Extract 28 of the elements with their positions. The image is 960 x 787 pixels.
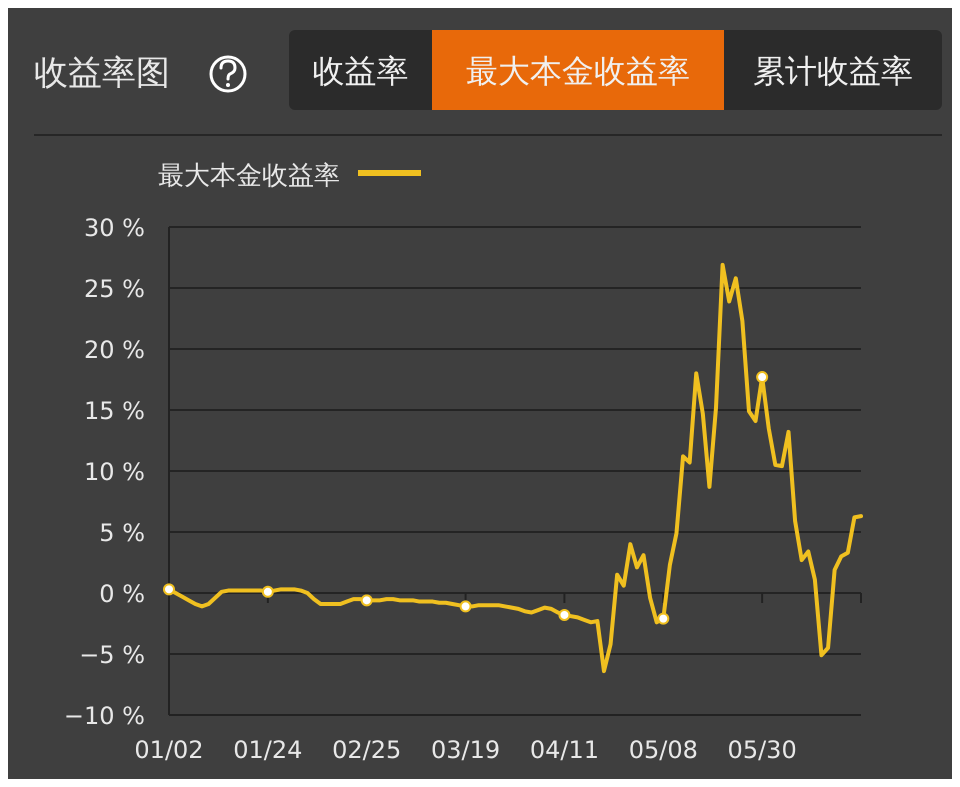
y-tick-label: 20 % bbox=[84, 336, 145, 364]
y-tick-label: 10 % bbox=[84, 458, 145, 486]
chart-title: 收益率图 bbox=[34, 53, 170, 93]
x-tick-label: 03/19 bbox=[430, 736, 500, 764]
y-tick-label: −10 % bbox=[64, 702, 145, 730]
x-tick-label: 01/24 bbox=[233, 736, 302, 764]
text: 收益率 bbox=[312, 52, 408, 90]
point bbox=[756, 371, 768, 384]
point bbox=[657, 612, 670, 625]
point bbox=[163, 583, 175, 596]
point bbox=[460, 600, 472, 612]
legend-label: 最大本金收益率 bbox=[158, 161, 340, 191]
x-tick-label: 05/08 bbox=[628, 736, 698, 764]
x-tick-label: 01/02 bbox=[134, 736, 204, 764]
y-tick-label: 30 % bbox=[84, 214, 145, 242]
x-tick-label: 02/25 bbox=[332, 736, 402, 764]
point bbox=[360, 594, 373, 606]
y-tick-label: 15 % bbox=[84, 397, 145, 425]
point bbox=[262, 586, 274, 598]
y-tick-label: 5 % bbox=[99, 519, 145, 547]
x-tick-label: 04/11 bbox=[530, 736, 600, 764]
point bbox=[558, 608, 570, 621]
y-tick-label: 0 % bbox=[99, 580, 145, 608]
x-tick-label: 05/30 bbox=[728, 736, 797, 764]
text: 累计收益率 bbox=[753, 52, 913, 90]
text: 最大本金收益率 bbox=[466, 52, 690, 90]
y-tick-label: −5 % bbox=[79, 641, 145, 669]
y-tick-label: 25 % bbox=[84, 275, 145, 303]
